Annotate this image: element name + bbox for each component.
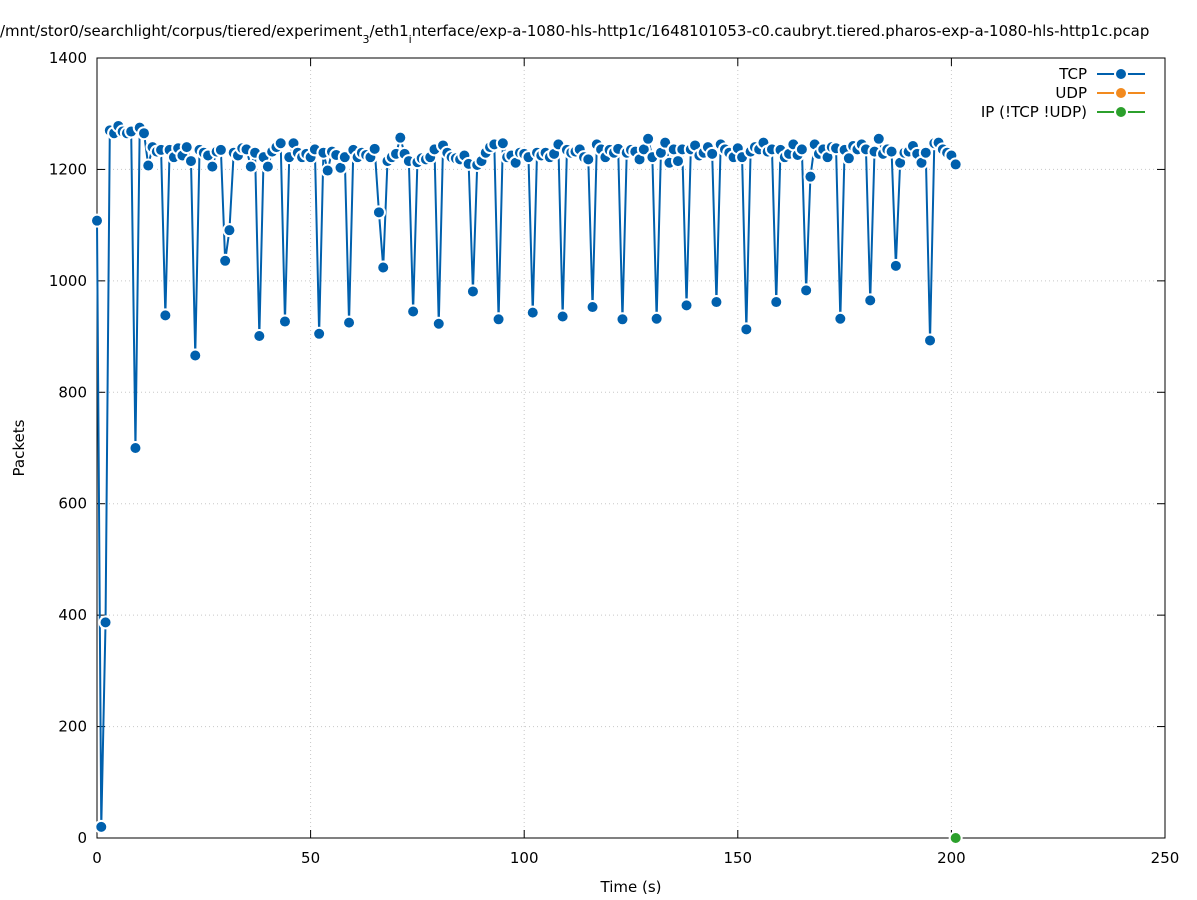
data-point [709,295,724,310]
data-point [277,314,292,329]
y-tick-label: 1200 [49,160,87,178]
data-point [141,158,156,173]
data-point [183,154,198,169]
data-point [615,312,630,327]
plot-border [96,57,1166,839]
data-point [705,146,720,161]
title-part: nterface/exp-a-1080-hls-http1c/164810105… [412,22,1150,40]
data-point [90,213,104,228]
legend-marker [1114,86,1128,100]
legend-label: TCP [1058,65,1087,83]
data-point [406,304,421,319]
y-axis-label: Packets [10,419,28,476]
data-point [136,126,151,141]
legend-label: UDP [1055,84,1087,102]
data-point [431,316,446,331]
data-point [679,298,694,313]
data-point [465,284,480,299]
data-point [218,253,233,268]
data-point [243,159,258,174]
data-point [641,131,656,146]
y-tick-label: 400 [58,606,87,624]
data-point [581,152,596,167]
data-point [367,141,382,156]
y-tick-label: 600 [58,495,87,513]
title-part: /eth1 [369,22,408,40]
y-tick-label: 1400 [49,49,87,67]
x-tick-label: 50 [301,849,320,867]
data-point [555,309,570,324]
data-point [769,295,784,310]
title-part: 3 [362,33,369,46]
data-point [495,136,510,151]
data-point [670,154,685,169]
y-tick-label: 200 [58,718,87,736]
data-point [179,140,194,155]
data-point [863,293,878,308]
y-tick-label: 800 [58,383,87,401]
x-tick-label: 0 [92,849,102,867]
legend-marker [1114,105,1128,119]
data-point [525,305,540,320]
data-point [222,223,237,238]
data-point [739,322,754,337]
data-point [918,145,933,160]
data-point [871,131,886,146]
legend-label: IP (!TCP !UDP) [981,103,1087,121]
x-tick-label: 100 [510,849,539,867]
data-point [188,348,203,363]
data-point [128,441,143,455]
x-tick-label: 250 [1151,849,1180,867]
legend-marker [1114,67,1128,81]
title-part: /mnt/stor0/searchlight/corpus/tiered/exp… [0,22,363,40]
y-tick-label: 1000 [49,272,87,290]
data-point [320,163,335,178]
data-point [98,615,113,630]
data-point [205,159,220,174]
data-point [585,300,600,315]
data-point [833,311,848,326]
data-point [342,315,357,330]
data-point [393,130,408,145]
data-point [260,159,275,174]
data-point [252,329,267,344]
data-point [948,831,963,845]
data-point [94,819,109,834]
data-point [948,157,963,172]
data-point [923,333,938,348]
data-point [649,311,664,326]
data-point [803,169,818,184]
data-point [273,136,288,151]
data-point [884,144,899,159]
chart-title: /mnt/stor0/searchlight/corpus/tiered/exp… [0,22,1149,46]
data-point [491,312,506,327]
x-axis-label: Time (s) [600,878,662,896]
data-point [158,308,173,323]
data-point [213,142,228,157]
data-point [794,142,809,157]
title-part: i [409,33,412,46]
x-tick-label: 150 [723,849,752,867]
data-point [312,326,327,341]
data-point [376,260,391,275]
y-tick-label: 0 [77,829,87,847]
data-point [841,151,856,166]
data-point [799,283,814,298]
x-tick-label: 200 [937,849,966,867]
data-point [371,205,386,220]
data-point [888,258,903,273]
